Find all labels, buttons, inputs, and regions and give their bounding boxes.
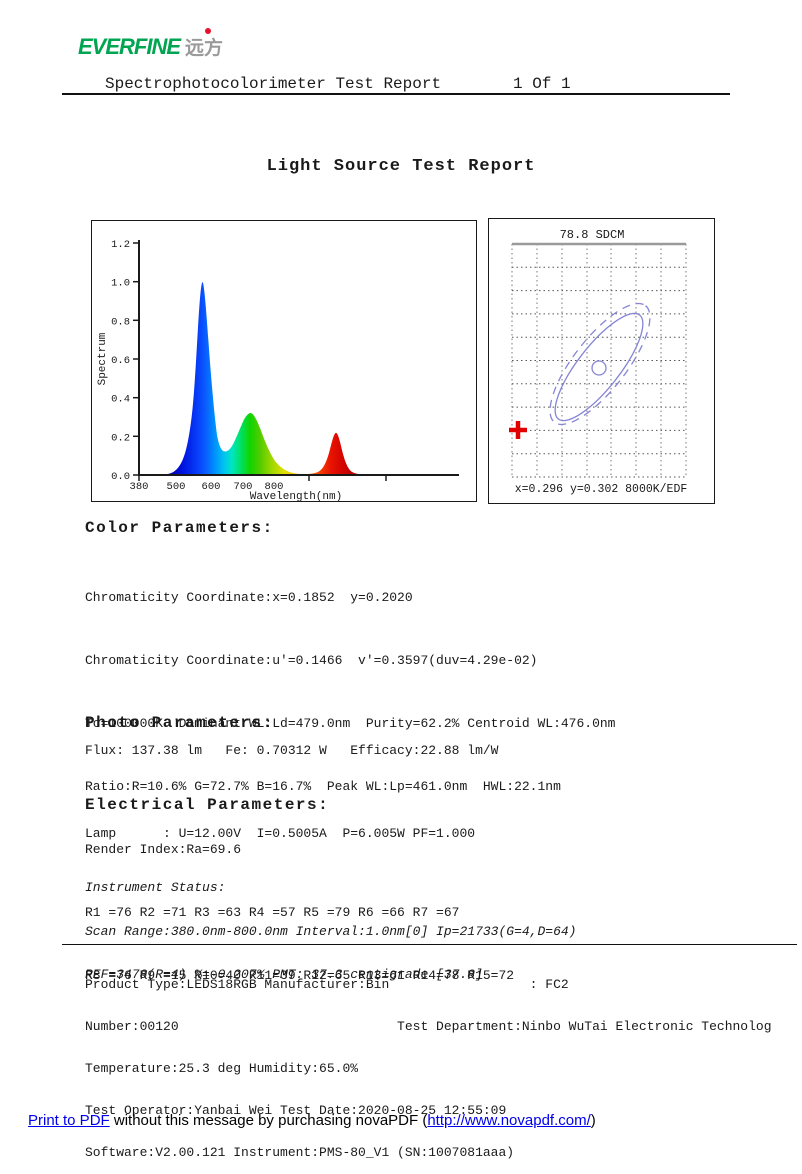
color-param-line: R8 =76 R9 =15 R10=40 R11=39 R12=65 R13=6… xyxy=(85,968,515,983)
photo-parameters-heading: Photo Parameters: xyxy=(85,714,274,732)
sdcm-ellipse-dashed xyxy=(549,302,651,426)
ellipse-center-circle xyxy=(591,360,607,376)
report-title: Light Source Test Report xyxy=(266,157,536,176)
color-param-line: Chromaticity Coordinate:x=0.1852 y=0.202… xyxy=(85,590,413,605)
logo-brand-text: EVERFINE xyxy=(78,34,181,59)
page-number: 1 Of 1 xyxy=(513,75,571,93)
electrical-parameters-heading: Electrical Parameters: xyxy=(85,796,330,814)
x-tick-label: 380 xyxy=(130,481,149,493)
footer-rule xyxy=(62,944,797,945)
y-axis-label: Spectrum xyxy=(97,332,109,385)
logo-cjk-text: 远方 xyxy=(185,38,224,59)
photo-parameters-line: Flux: 137.38 lm Fe: 0.70312 W Efficacy:2… xyxy=(85,743,499,758)
x-axis-label: Wavelength(nm) xyxy=(250,491,342,502)
logo-red-dot-icon xyxy=(205,28,211,34)
novapdf-url-link[interactable]: http://www.novapdf.com/ xyxy=(427,1112,591,1129)
y-tick-label: 1.0 xyxy=(111,278,130,290)
instrument-status-line: Instrument Status: xyxy=(85,880,226,895)
product-info-line: Number:00120 Test Department:Ninbo WuTai… xyxy=(85,1019,772,1034)
header-rule xyxy=(62,93,730,95)
instrument-status-line: Scan Range:380.0nm-800.0nm Interval:1.0n… xyxy=(85,923,577,939)
product-info-line: Test Operator:Yanbai Wei Test Date:2020-… xyxy=(85,1103,507,1118)
instrument-status-line: REF=3478(R=4) %=-0.207% PMT: 37.3 centig… xyxy=(85,967,483,982)
y-tick-label: 0.4 xyxy=(111,394,130,406)
y-tick-label: 0.8 xyxy=(111,316,130,328)
color-param-line: Ratio:R=10.6% G=72.7% B=16.7% Peak WL:Lp… xyxy=(85,779,561,794)
product-info-line: Product Type:LEDS18RGB Manufacturer:Bin … xyxy=(85,977,569,992)
sdcm-title: 78.8 SDCM xyxy=(560,228,625,242)
grid-horizontal-lines xyxy=(512,266,686,478)
novapdf-message: Print to PDF without this message by pur… xyxy=(28,1112,596,1129)
measured-point-cross-icon xyxy=(509,421,527,439)
color-parameters-heading: Color Parameters: xyxy=(85,519,274,537)
grid-vertical-lines xyxy=(511,244,687,477)
chromaticity-chart: 78.8 SDCM x=0.296 y=0.302 8000K/EDF xyxy=(488,218,715,504)
sdcm-ellipse-solid xyxy=(554,312,644,422)
y-tick-label: 1.2 xyxy=(111,239,130,251)
chromaticity-caption: x=0.296 y=0.302 8000K/EDF xyxy=(515,483,688,496)
novapdf-message-end: ) xyxy=(590,1112,596,1129)
color-param-line: Chromaticity Coordinate:u'=0.1466 v'=0.3… xyxy=(85,653,538,668)
spectrum-chart: 1.2 1.0 0.8 0.6 0.4 0.2 0.0 380 500 600 … xyxy=(91,220,477,502)
x-tick-label: 600 xyxy=(202,481,221,493)
color-param-line: Render Index:Ra=69.6 xyxy=(85,842,242,857)
product-info-line: Software:V2.00.121 Instrument:PMS-80_V1 … xyxy=(85,1145,515,1160)
x-tick-label: 500 xyxy=(167,481,186,493)
document-header-title: Spectrophotocolorimeter Test Report xyxy=(105,75,442,93)
color-param-line: Tc=100000K Dominant WL:Ld=479.0nm Purity… xyxy=(85,716,616,731)
y-tick-label: 0.2 xyxy=(111,432,130,444)
everfine-logo: EVERFINE 远方 xyxy=(78,28,223,58)
product-info-line: Temperature:25.3 deg Humidity:65.0% xyxy=(85,1061,359,1076)
spectrum-curve xyxy=(139,282,459,475)
print-to-pdf-link[interactable]: Print to PDF xyxy=(28,1112,110,1129)
y-tick-label: 0.0 xyxy=(111,471,130,483)
y-tick-label: 0.6 xyxy=(111,355,130,367)
color-param-line: R1 =76 R2 =71 R3 =63 R4 =57 R5 =79 R6 =6… xyxy=(85,905,460,920)
x-tick-label: 700 xyxy=(234,481,253,493)
instrument-status-block: Instrument Status: Scan Range:380.0nm-80… xyxy=(85,852,576,997)
x-tick-label: 800 xyxy=(265,481,284,493)
novapdf-message-text: without this message by purchasing novaP… xyxy=(109,1112,428,1129)
product-info-block: Product Type:LEDS18RGB Manufacturer:Bin … xyxy=(85,950,802,1174)
electrical-parameters-line: Lamp : U=12.00V I=0.5005A P=6.005W PF=1.… xyxy=(85,826,476,841)
color-parameters-block: Chromaticity Coordinate:x=0.1852 y=0.202… xyxy=(85,545,616,1007)
